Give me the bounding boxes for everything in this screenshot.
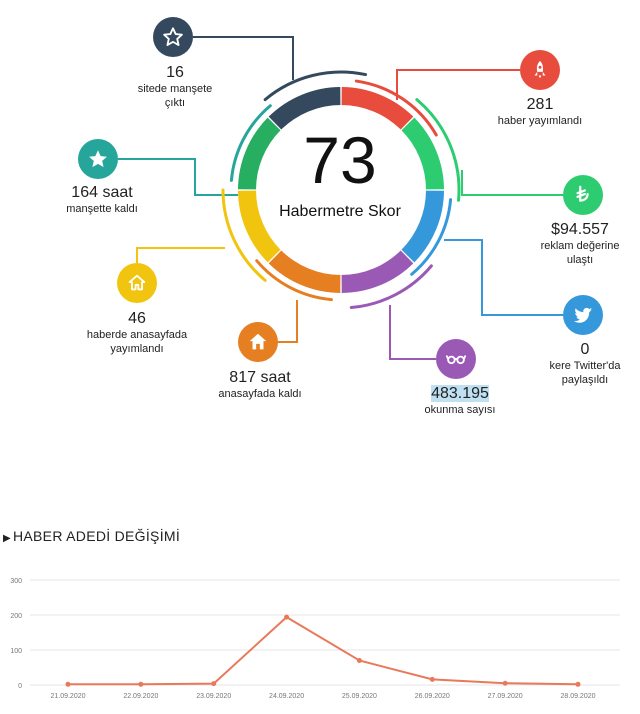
- metric-value: 16: [166, 64, 184, 81]
- score-ring: [238, 87, 444, 293]
- metric-value: 817 saat: [229, 369, 291, 386]
- data-point[interactable]: [284, 614, 290, 620]
- outer-arcs: [221, 70, 461, 310]
- home-outline-icon: [117, 263, 157, 303]
- connector-ad: [461, 170, 563, 196]
- metric-home-count: 46 haberde anasayfada yayımlandı: [47, 309, 227, 356]
- x-tick-label: 25.09.2020: [342, 693, 377, 700]
- y-tick-label: 200: [10, 613, 22, 620]
- metric-caption: paylaşıldı: [561, 374, 609, 386]
- metric-value: 46: [128, 310, 146, 327]
- x-tick-label: 26.09.2020: [415, 693, 450, 700]
- data-point[interactable]: [429, 676, 435, 682]
- triangle-right-icon: ▶: [3, 533, 11, 544]
- series-line: [68, 615, 579, 686]
- metric-headline-hours: 164 saat manşette kaldı: [12, 183, 192, 216]
- metric-caption: manşette kaldı: [66, 203, 138, 215]
- metric-caption: kere Twitter'da: [549, 360, 621, 372]
- series-points: [65, 614, 581, 687]
- connector-news: [396, 69, 520, 100]
- ring-center: [256, 105, 426, 275]
- metric-ad: $94.557 reklam değerine ulaştı: [490, 220, 640, 267]
- score-value: 73: [303, 123, 377, 197]
- metric-value: 483.195: [431, 385, 489, 402]
- metric-home-hours: 817 saat anasayfada kaldı: [170, 368, 350, 401]
- data-point[interactable]: [575, 681, 581, 687]
- ring-segment-news: [341, 87, 414, 131]
- twitter-icon: [563, 295, 603, 335]
- outer-arc-ad: [415, 98, 461, 202]
- home-icon: [238, 322, 278, 362]
- connector-reads: [389, 305, 436, 360]
- metric-caption: haber yayımlandı: [497, 115, 583, 127]
- outer-arc-headline: [263, 70, 368, 102]
- metric-caption: anasayfada kaldı: [218, 388, 302, 400]
- score-label: Habermetre Skor: [279, 203, 401, 220]
- data-point[interactable]: [65, 681, 71, 687]
- metric-twitter: 0 kere Twitter'da paylaşıldı: [495, 340, 640, 387]
- ring-segment-headline: [268, 87, 341, 131]
- metric-caption: sitede manşete: [137, 83, 213, 95]
- metric-value: 0: [580, 341, 590, 358]
- metric-caption: reklam değerine: [540, 240, 620, 252]
- metric-value: 164 saat: [71, 184, 133, 201]
- metric-caption: ulaştı: [566, 254, 594, 266]
- y-tick-label: 300: [10, 578, 22, 585]
- connector-home-count: [136, 247, 225, 263]
- metric-caption: okunma sayısı: [424, 404, 496, 416]
- ring-segment-reads: [341, 249, 414, 293]
- chart-grid: [30, 579, 620, 686]
- data-point[interactable]: [211, 681, 217, 687]
- x-tick-label: 23.09.2020: [196, 693, 231, 700]
- outer-arc-twitter: [410, 198, 453, 276]
- ring-segment-twitter: [400, 190, 444, 263]
- x-tick-label: 28.09.2020: [560, 693, 595, 700]
- metric-caption: yayımlandı: [110, 343, 164, 355]
- y-axis-ticks: 0 100 200 300: [10, 578, 22, 690]
- lira-icon: [563, 175, 603, 215]
- star-outline-icon: [153, 17, 193, 57]
- outer-arc-home-count: [221, 188, 267, 282]
- star-icon: [78, 139, 118, 179]
- chart-title-text: HABER ADEDİ DEĞİŞİMİ: [13, 528, 181, 544]
- connector-twitter: [444, 239, 563, 316]
- connector-headline-hours: [118, 158, 238, 196]
- metric-value: 281: [526, 96, 554, 113]
- ring-segment-home-count: [238, 190, 282, 263]
- score-infographic: [118, 36, 563, 360]
- metric-caption: çıktı: [164, 97, 186, 109]
- metric-headline: 16 sitede manşete çıktı: [85, 63, 265, 110]
- connector-home-hours: [278, 300, 298, 343]
- glasses-icon: [436, 339, 476, 379]
- metric-news: 281 haber yayımlandı: [450, 95, 630, 128]
- outer-arc-news: [354, 79, 438, 137]
- x-tick-label: 22.09.2020: [123, 693, 158, 700]
- y-tick-label: 100: [10, 648, 22, 655]
- chart-title: ▶ HABER ADEDİ DEĞİŞİMİ: [3, 528, 180, 544]
- connector-headline: [193, 36, 294, 80]
- data-point[interactable]: [138, 681, 144, 687]
- metric-value: $94.557: [551, 221, 609, 238]
- metric-caption: haberde anasayfada: [86, 329, 188, 341]
- x-tick-label: 27.09.2020: [488, 693, 523, 700]
- ring-segment-ad: [400, 117, 444, 190]
- outer-arc-home-hours: [255, 259, 333, 302]
- y-tick-label: 0: [18, 683, 22, 690]
- rocket-icon: [520, 50, 560, 90]
- data-point[interactable]: [502, 680, 508, 686]
- metric-reads: 483.195 okunma sayısı: [370, 384, 550, 417]
- data-point[interactable]: [356, 658, 362, 663]
- line-chart: 0 100 200 300 21.09.2020 22.09.2020 23.09.202…: [10, 578, 620, 700]
- x-tick-label: 21.09.2020: [50, 693, 85, 700]
- x-axis-ticks: 21.09.2020 22.09.2020 23.09.2020 24.09.2020…: [50, 693, 595, 700]
- connector-lines: [118, 36, 563, 360]
- outer-arc-headline-hours: [229, 104, 272, 182]
- x-tick-label: 24.09.2020: [269, 693, 304, 700]
- outer-arc-reads: [349, 264, 433, 310]
- ring-segment-home-hours: [268, 249, 341, 293]
- ring-segment-headline-hours: [238, 117, 282, 190]
